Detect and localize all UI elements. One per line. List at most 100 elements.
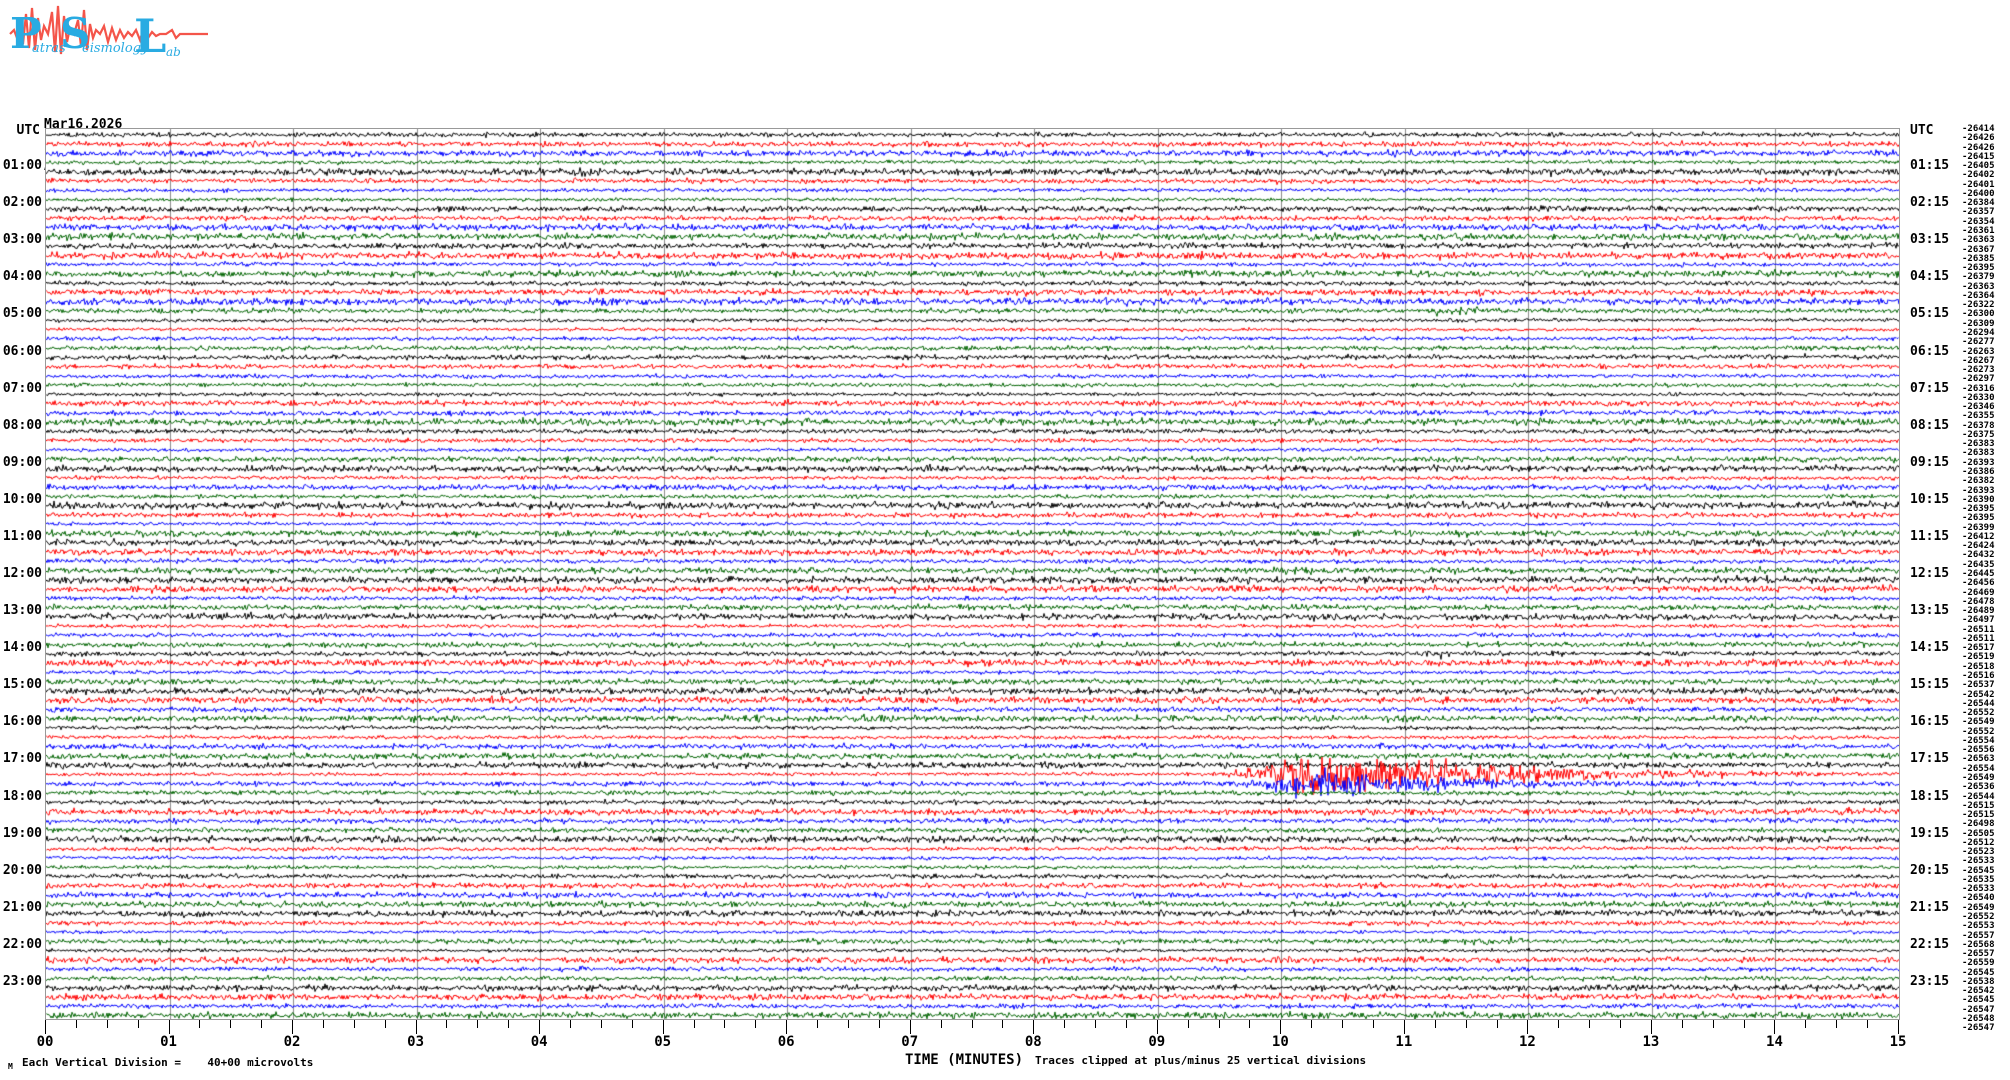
offset-value: -26267 (1962, 355, 1995, 366)
offset-value: -26545 (1962, 967, 1995, 978)
x-tick-minor (261, 1020, 263, 1028)
offset-value: -26540 (1962, 893, 1995, 904)
offset-value: -26426 (1962, 142, 1995, 153)
x-tick-major (909, 1020, 911, 1034)
offset-value: -26393 (1962, 457, 1995, 468)
offset-value: -26395 (1962, 263, 1995, 274)
left-time-label-1600: 16:00 (2, 714, 42, 730)
offset-value: -26400 (1962, 188, 1995, 199)
x-tick-minor (137, 1020, 139, 1028)
offset-value: -26557 (1962, 930, 1995, 941)
offset-value: -26379 (1962, 272, 1995, 283)
offset-value: -26536 (1962, 782, 1995, 793)
offset-value: -26426 (1962, 133, 1995, 144)
offset-value: -26375 (1962, 429, 1995, 440)
x-tick-label-12: 12 (1518, 1034, 1536, 1050)
offset-value: -26263 (1962, 346, 1995, 357)
x-tick-minor (940, 1020, 942, 1028)
x-tick-label-01: 01 (160, 1034, 177, 1050)
right-time-label-1615: 16:15 (1910, 714, 1950, 730)
offset-value: -26445 (1962, 569, 1995, 579)
right-time-label-0615: 06:15 (1910, 343, 1950, 359)
vertical-division-marker: M (8, 1062, 13, 1071)
offset-value: -26383 (1962, 448, 1995, 459)
x-tick-label-10: 10 (1271, 1034, 1289, 1050)
left-time-label-1200: 12:00 (2, 566, 42, 581)
x-tick-minor (477, 1020, 479, 1028)
x-tick-minor (384, 1020, 386, 1028)
seismogram-plot[interactable] (45, 128, 1900, 1020)
x-tick-label-06: 06 (777, 1034, 795, 1050)
x-tick-label-09: 09 (1148, 1034, 1166, 1050)
x-tick-label-00: 00 (36, 1034, 54, 1050)
x-tick-label-04: 04 (530, 1034, 548, 1050)
offset-value: -26478 (1962, 596, 1995, 607)
offset-value: -26545 (1962, 865, 1995, 876)
x-tick-minor (631, 1020, 633, 1028)
x-tick-minor (1187, 1020, 1189, 1028)
x-tick-minor (1002, 1020, 1004, 1028)
x-tick-major (1280, 1020, 1282, 1034)
offset-value: -26432 (1962, 550, 1995, 561)
left-time-label-0600: 06:00 (2, 343, 42, 359)
offset-value: -26533 (1962, 856, 1995, 867)
right-time-label-1215: 12:15 (1910, 566, 1950, 581)
x-tick-minor (1712, 1020, 1714, 1028)
left-time-label-0800: 08:00 (2, 417, 42, 433)
x-tick-minor (570, 1020, 572, 1028)
left-time-label-1700: 17:00 (2, 751, 42, 767)
offset-value: -26354 (1962, 216, 1995, 227)
left-time-label-0300: 03:00 (2, 232, 42, 248)
x-tick-major (662, 1020, 664, 1034)
logo-letter-p: P (10, 9, 42, 58)
x-tick-label-07: 07 (901, 1034, 919, 1050)
left-time-label-2000: 20:00 (2, 862, 42, 878)
x-tick-label-08: 08 (1024, 1034, 1042, 1050)
right-time-label-0515: 05:15 (1910, 306, 1950, 322)
x-tick-minor (1342, 1020, 1344, 1028)
offset-value: -26385 (1962, 253, 1995, 264)
offset-value: -26414 (1962, 124, 1995, 134)
offset-value: -26557 (1962, 949, 1995, 960)
offset-value: -26519 (1962, 652, 1995, 663)
offset-value: -26535 (1962, 874, 1995, 885)
x-tick-minor (724, 1020, 726, 1028)
offset-value: -26568 (1962, 939, 1995, 950)
left-time-label-0100: 01:00 (2, 158, 42, 174)
offset-value: -26515 (1962, 800, 1995, 811)
right-time-label-2215: 22:15 (1910, 936, 1950, 952)
offset-value: -26533 (1962, 884, 1995, 895)
offset-value: -26517 (1962, 643, 1995, 654)
offset-value: -26393 (1962, 485, 1995, 496)
x-tick-minor (693, 1020, 695, 1028)
offset-value: -26552 (1962, 726, 1995, 737)
x-tick-label-13: 13 (1642, 1034, 1660, 1050)
x-tick-minor (600, 1020, 602, 1028)
offset-value: -26395 (1962, 513, 1995, 524)
right-time-label-1015: 10:15 (1910, 491, 1950, 507)
offset-value: -26542 (1962, 689, 1995, 700)
x-tick-minor (75, 1020, 77, 1028)
offset-value: -26511 (1962, 633, 1995, 644)
x-tick-major (1156, 1020, 1158, 1034)
offset-value: -26399 (1962, 522, 1995, 533)
x-tick-minor (817, 1020, 819, 1028)
x-tick-label-11: 11 (1395, 1034, 1413, 1050)
offset-value: -26515 (1962, 810, 1995, 821)
left-time-label-2300: 23:00 (2, 973, 42, 989)
offset-value: -26330 (1962, 392, 1995, 403)
right-time-label-0315: 03:15 (1910, 232, 1950, 248)
x-tick-minor (230, 1020, 232, 1028)
right-time-label-1115: 11:15 (1910, 528, 1950, 544)
x-tick-minor (199, 1020, 201, 1028)
left-time-label-1900: 19:00 (2, 825, 42, 841)
x-tick-major (168, 1020, 170, 1034)
x-tick-label-14: 14 (1766, 1034, 1783, 1050)
right-time-label-1715: 17:15 (1910, 751, 1950, 767)
offset-value: -26363 (1962, 281, 1995, 292)
offset-value: -26363 (1962, 235, 1995, 246)
x-tick-label-05: 05 (654, 1034, 672, 1050)
left-axis-title: UTC (16, 123, 40, 138)
offset-value: -26469 (1962, 587, 1995, 598)
left-time-label-0200: 02:00 (2, 195, 42, 211)
